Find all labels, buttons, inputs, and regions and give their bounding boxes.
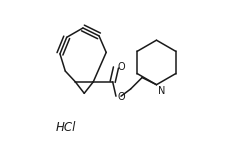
Text: HCl: HCl [55, 121, 76, 134]
Text: O: O [118, 92, 125, 102]
Text: O: O [118, 62, 125, 72]
Text: N: N [158, 86, 165, 96]
